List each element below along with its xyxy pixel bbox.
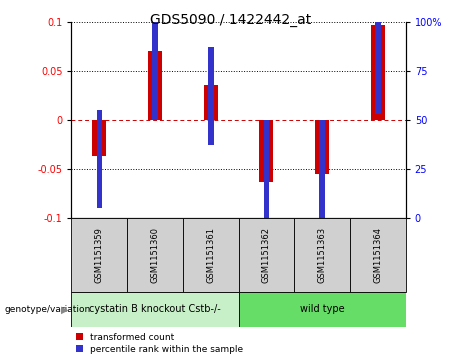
Text: cystatin B knockout Cstb-/-: cystatin B knockout Cstb-/- xyxy=(89,305,221,314)
Bar xyxy=(96,110,102,208)
Text: GSM1151363: GSM1151363 xyxy=(318,227,327,283)
Bar xyxy=(71,218,127,292)
Bar xyxy=(183,218,238,292)
Bar xyxy=(350,218,406,292)
Legend: transformed count, percentile rank within the sample: transformed count, percentile rank withi… xyxy=(76,333,243,354)
Text: ▶: ▶ xyxy=(61,305,68,314)
Text: genotype/variation: genotype/variation xyxy=(5,305,91,314)
Text: GSM1151361: GSM1151361 xyxy=(206,227,215,283)
Bar xyxy=(127,218,183,292)
Bar xyxy=(294,218,350,292)
Bar xyxy=(315,120,329,174)
Bar xyxy=(264,120,269,218)
Text: GSM1151362: GSM1151362 xyxy=(262,227,271,283)
Text: GDS5090 / 1422442_at: GDS5090 / 1422442_at xyxy=(150,13,311,27)
Bar xyxy=(260,120,273,182)
Bar xyxy=(239,292,406,327)
Bar xyxy=(204,86,218,120)
Bar xyxy=(71,292,239,327)
Bar xyxy=(92,120,106,156)
Bar xyxy=(319,120,325,218)
Bar xyxy=(208,47,213,145)
Text: wild type: wild type xyxy=(300,305,344,314)
Bar xyxy=(239,218,294,292)
Bar xyxy=(148,51,162,120)
Bar xyxy=(152,22,158,120)
Text: GSM1151359: GSM1151359 xyxy=(95,227,104,283)
Text: GSM1151364: GSM1151364 xyxy=(373,227,382,283)
Bar xyxy=(371,25,385,120)
Text: GSM1151360: GSM1151360 xyxy=(150,227,160,283)
Bar xyxy=(375,16,381,114)
